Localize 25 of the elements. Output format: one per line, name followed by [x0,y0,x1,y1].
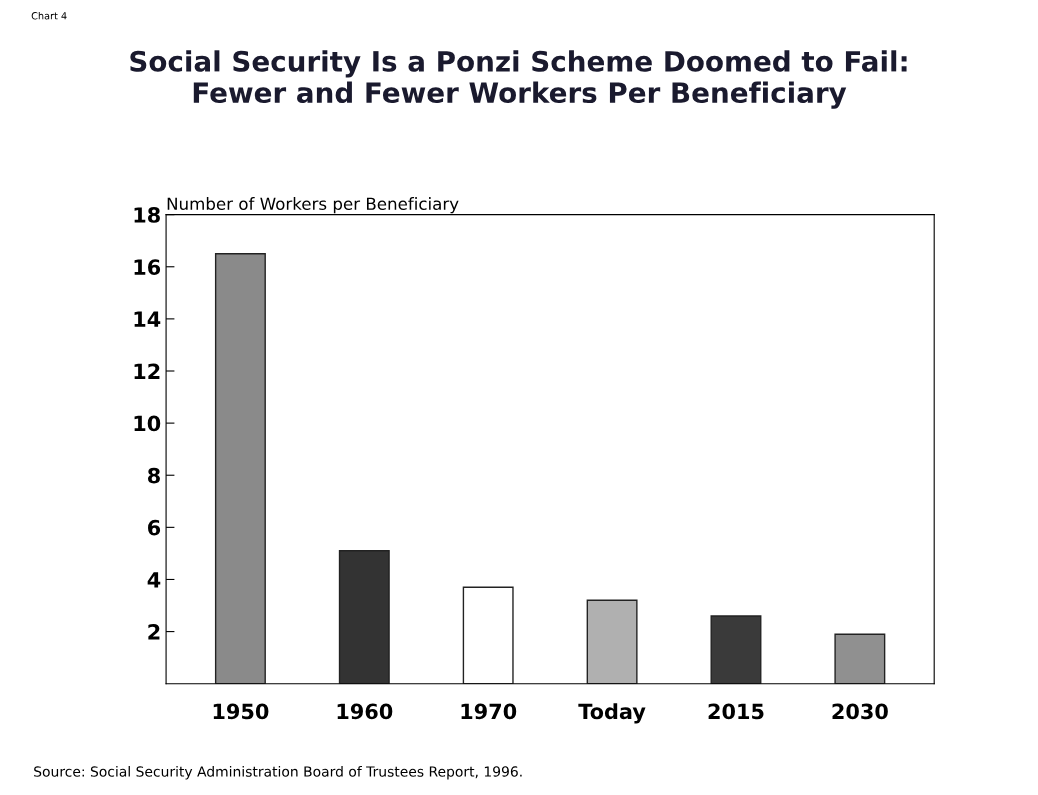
y-tick-label: 18 [134,207,160,223]
y-tick-label: 14 [134,311,161,327]
y-tick-label: 12 [134,363,160,379]
bar [710,615,762,684]
caption: Chart 4 [31,11,67,20]
y-tick-label: 10 [134,415,161,432]
y-tick-label: 6 [148,519,161,536]
y-tick-label: 16 [134,259,161,275]
x-tick-label: 1960 [337,703,393,720]
bar [834,633,886,684]
bar [586,599,638,684]
source-note: Source: Social Security Administration Board of Trustees Report, 1996. [34,766,522,780]
x-tick-label: 2030 [832,703,888,720]
y-tick-label: 2 [148,624,160,640]
x-tick-label: 2015 [708,703,764,720]
x-tick-label: Today [578,703,646,724]
y-axis-title: Number of Workers per Beneficiary [167,197,459,214]
chart-title: Social Security Is a Ponzi Scheme Doomed to Fail: Fewer and Fewer Workers Per Beneficiary [130,50,907,109]
y-tick-label: 4 [147,572,161,588]
y-tick-label: 8 [148,467,160,484]
bar [462,586,514,684]
bar [338,550,390,684]
bar [214,253,266,684]
x-tick-label: 1950 [213,703,269,720]
x-tick-label: 1970 [461,703,517,720]
